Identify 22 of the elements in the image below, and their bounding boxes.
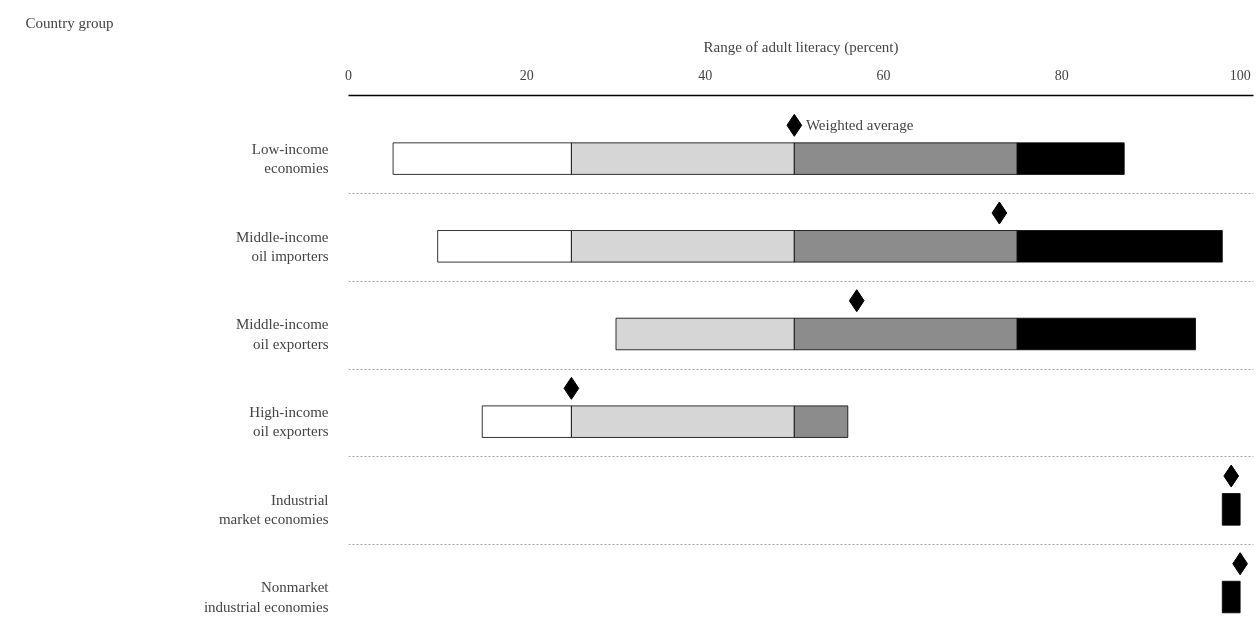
text: Country group <box>25 14 114 31</box>
x-tick-label: 40 <box>698 67 713 83</box>
point <box>1223 464 1240 488</box>
x-tick-label: 100 <box>1229 67 1251 83</box>
x-tick-label: 60 <box>876 67 891 83</box>
bar <box>1221 493 1241 526</box>
y-tick-label: Nonmarket industrial economies <box>203 579 330 615</box>
x-tick-label: 80 <box>1054 67 1069 83</box>
x-tick-label: 20 <box>519 67 534 83</box>
point <box>991 201 1008 225</box>
y-tick-label: Middle-income oil importers <box>236 228 329 264</box>
point <box>786 113 803 137</box>
point <box>563 376 580 400</box>
series-label: Weighted average <box>805 117 914 134</box>
y-tick-label: Industrial market economies <box>218 491 329 527</box>
y-tick-label: Middle-income oil exporters <box>236 316 329 352</box>
x-tick-label: 0 <box>345 67 352 83</box>
y-tick-label: Low-income economies <box>251 141 329 177</box>
x-axis-title: Range of adult literacy (percent) <box>703 38 899 56</box>
point <box>848 289 865 313</box>
bar <box>1221 580 1241 614</box>
y-tick-label: High-income oil exporters <box>249 404 329 440</box>
